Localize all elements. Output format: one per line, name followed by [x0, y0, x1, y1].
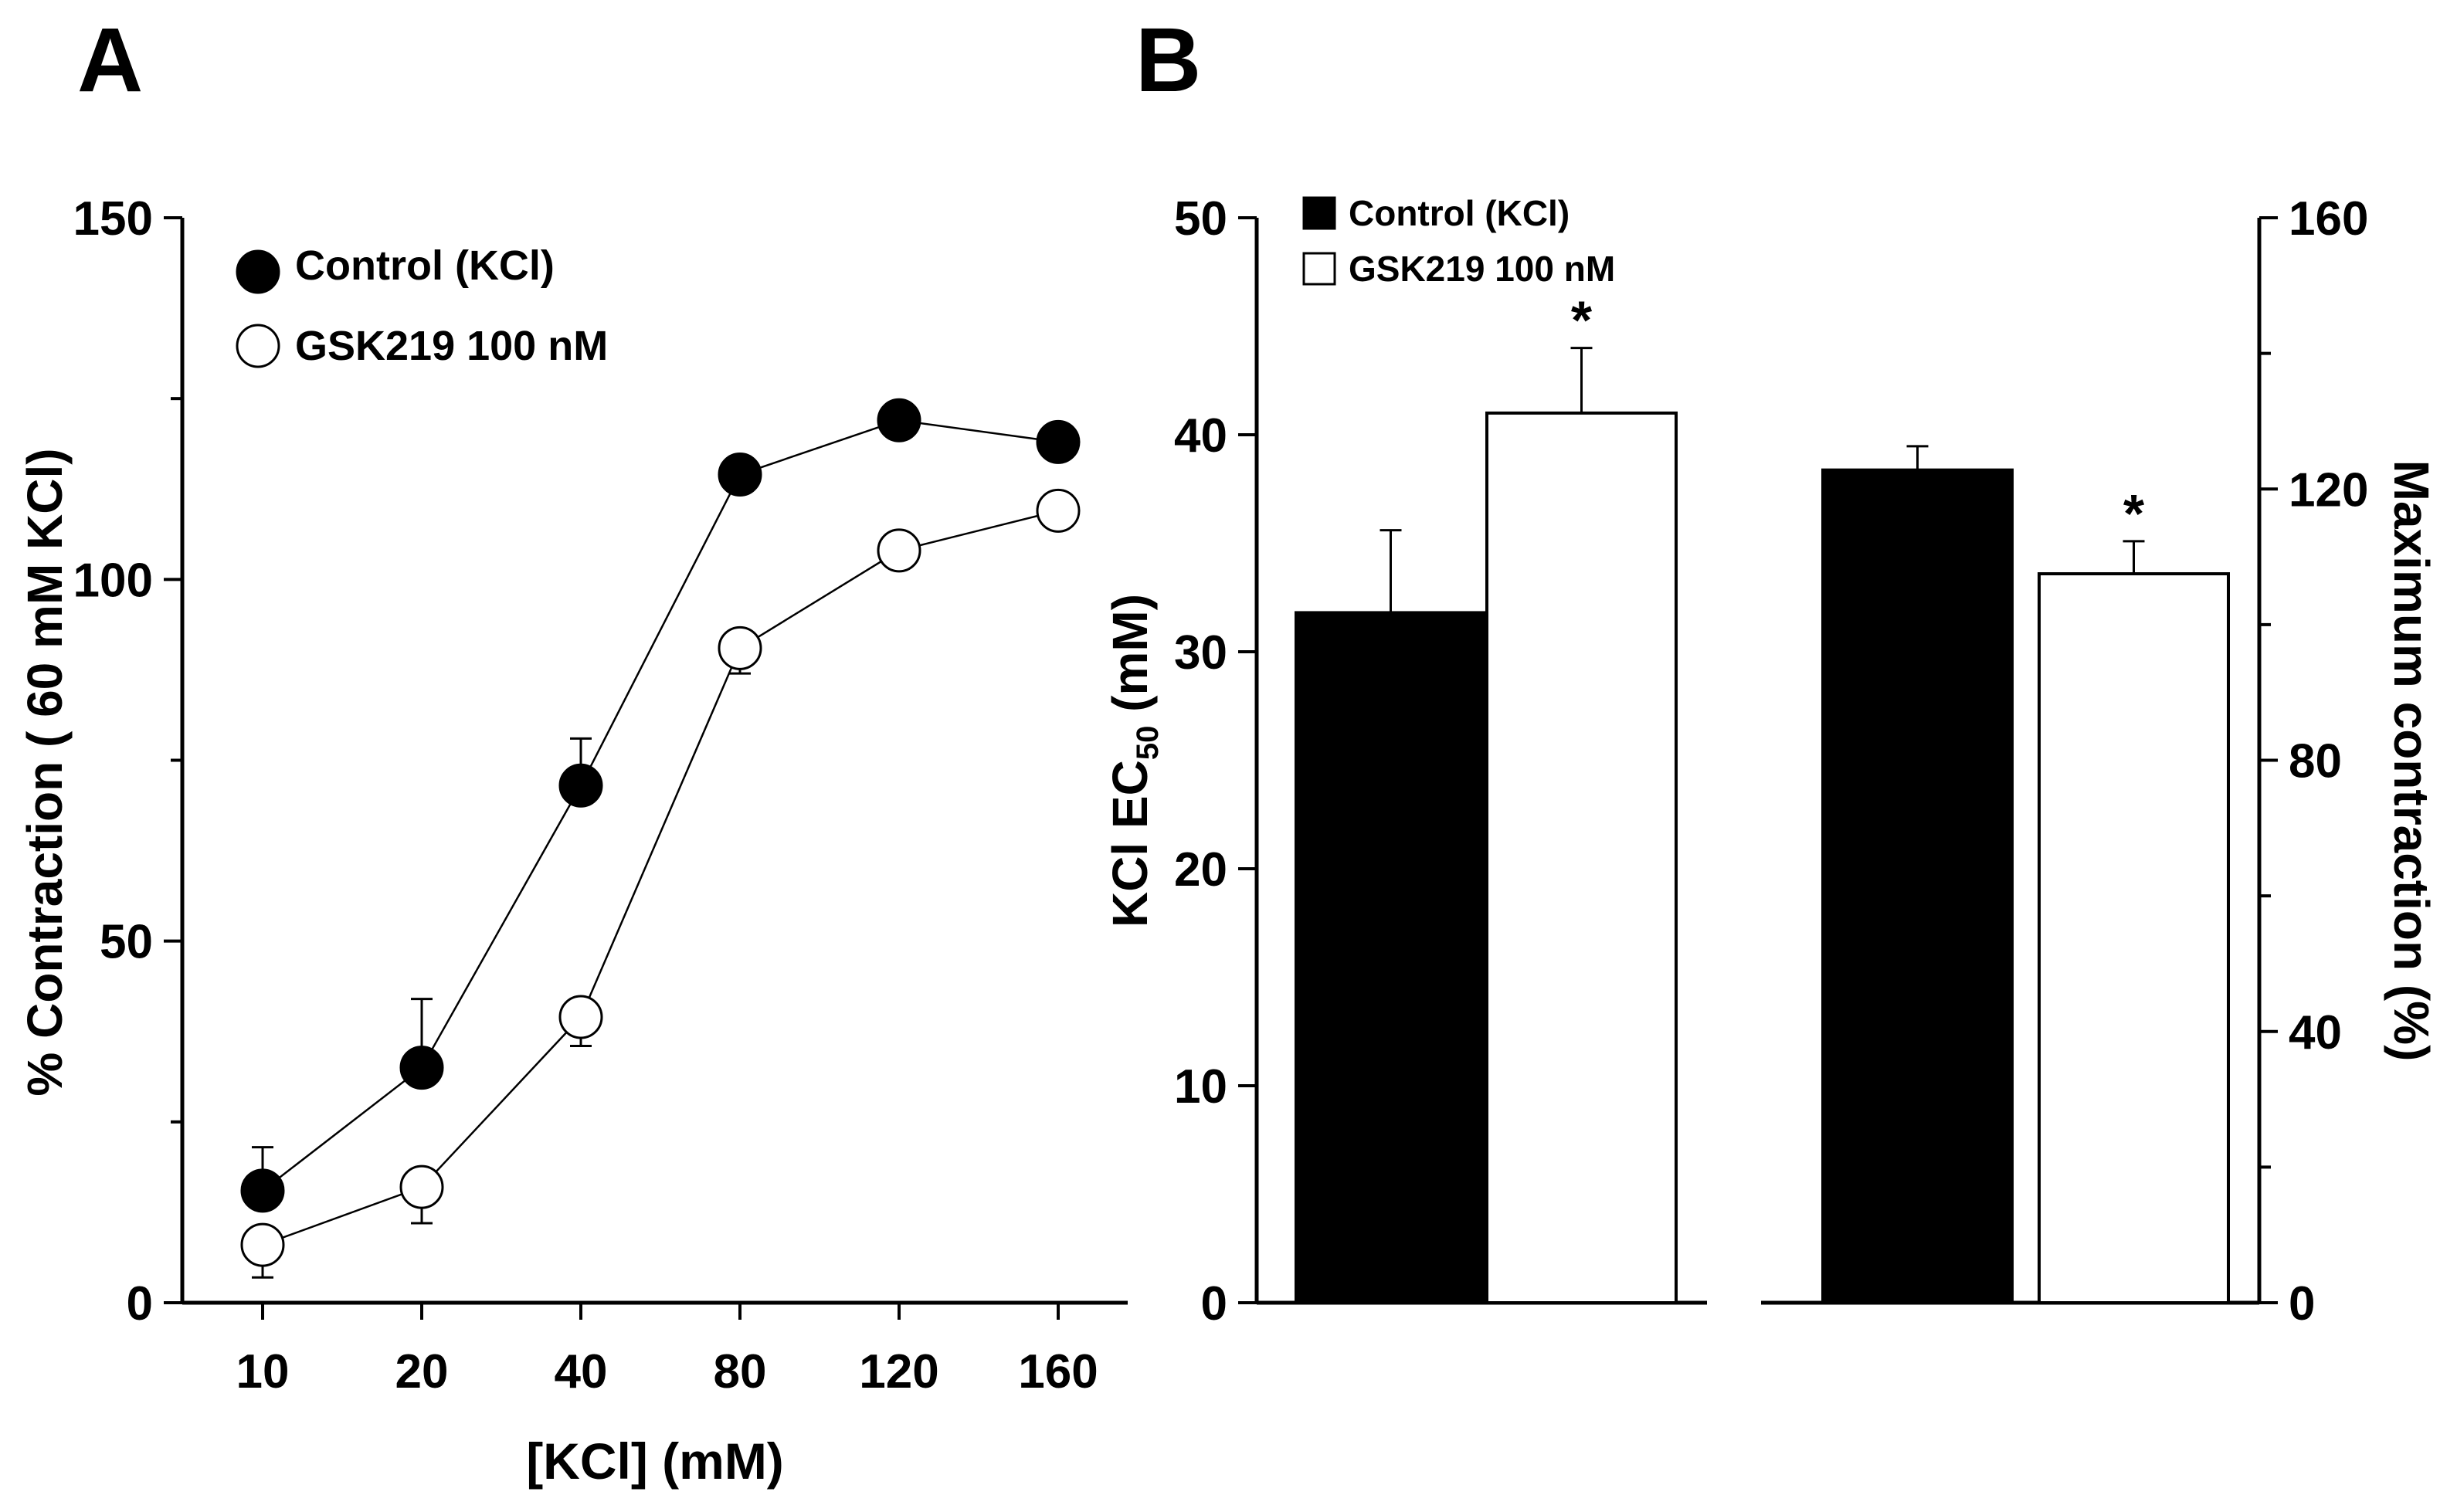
b-right-tick-label: 160 — [2289, 192, 2368, 246]
a-x-tick-label: 160 — [1018, 1345, 1098, 1398]
b-left-tick-label: 50 — [1174, 192, 1227, 246]
legend-b-gsk-label: GSK219 100 nM — [1349, 249, 1615, 289]
a-x-tick-label: 20 — [395, 1345, 449, 1398]
a-y-tick-label: 50 — [100, 916, 153, 969]
a-x-tick-label: 80 — [714, 1345, 767, 1398]
b-right-axis-title: Maximum contraction (%) — [2384, 460, 2439, 1062]
a-control-point — [718, 453, 762, 497]
a-y-tick-label: 0 — [127, 1277, 153, 1331]
b-left-tick-label: 30 — [1174, 626, 1227, 680]
a-gsk-point — [718, 625, 762, 670]
b-left-title-unit: (mM) — [1102, 594, 1158, 726]
a-x-tick-label: 120 — [859, 1345, 938, 1398]
b-significance-star: * — [1571, 290, 1593, 351]
a-control-point — [240, 1168, 285, 1213]
a-control-line — [262, 419, 1059, 1192]
a-gsk-point — [877, 528, 921, 573]
a-gsk-point — [240, 1222, 285, 1267]
a-control-point — [1036, 419, 1081, 464]
b-right-tick-label: 120 — [2289, 463, 2368, 517]
legend-b-control-swatch — [1302, 196, 1336, 230]
b-gsk-bar — [2038, 572, 2230, 1304]
b-left-title-main: KCl EC — [1102, 760, 1158, 927]
a-control-point — [399, 1046, 444, 1090]
a-gsk-point — [1036, 488, 1081, 533]
b-left-tick-label: 20 — [1174, 843, 1227, 897]
panel-b-chart: 0 10 20 30 40 50 0 40 80 120 160 * * Control (KCl)… — [1102, 192, 2439, 1331]
panel-a-label: A — [77, 9, 143, 111]
b-right-tick-label: 80 — [2289, 735, 2342, 788]
b-left-tick-label: 40 — [1174, 409, 1227, 463]
b-right-tick-label: 0 — [2289, 1277, 2315, 1331]
a-gsk-point — [558, 995, 603, 1039]
a-control-point — [877, 398, 921, 442]
panel-b-label: B — [1135, 9, 1201, 111]
legend-gsk-marker — [236, 324, 280, 368]
a-control-point — [558, 763, 603, 808]
legend-control-label: Control (KCl) — [295, 242, 555, 289]
b-significance-star: * — [2123, 483, 2145, 544]
legend-b-gsk-swatch — [1302, 252, 1336, 286]
a-y-axis-title: % Contraction ( 60 mM KCl) — [17, 448, 73, 1096]
a-gsk-point — [399, 1165, 444, 1209]
a-x-tick-label: 40 — [555, 1345, 608, 1398]
b-left-axis-title: KCl EC50 (mM) — [1102, 594, 1165, 927]
b-control-bar — [1821, 468, 2014, 1304]
a-x-tick-label: 10 — [236, 1345, 290, 1398]
b-left-tick-label: 0 — [1201, 1277, 1227, 1331]
b-right-tick-label: 40 — [2289, 1006, 2342, 1059]
b-control-bar — [1295, 611, 1487, 1304]
legend-control-marker — [236, 249, 280, 294]
a-y-tick-label: 150 — [73, 192, 153, 246]
legend-b-control-label: Control (KCl) — [1349, 193, 1570, 233]
legend-gsk-label: GSK219 100 nM — [295, 323, 608, 369]
b-left-title-sub: 50 — [1131, 726, 1165, 761]
b-left-tick-label: 10 — [1174, 1060, 1227, 1114]
panel-a-chart: 0 50 100 150 10 20 40 80 120 160 Control (KCl) G… — [17, 192, 1128, 1490]
b-gsk-bar — [1485, 411, 1678, 1304]
a-y-tick-label: 100 — [73, 554, 153, 607]
a-x-axis-title: [KCl] (mM) — [526, 1432, 784, 1490]
a-gsk-line — [262, 510, 1059, 1246]
